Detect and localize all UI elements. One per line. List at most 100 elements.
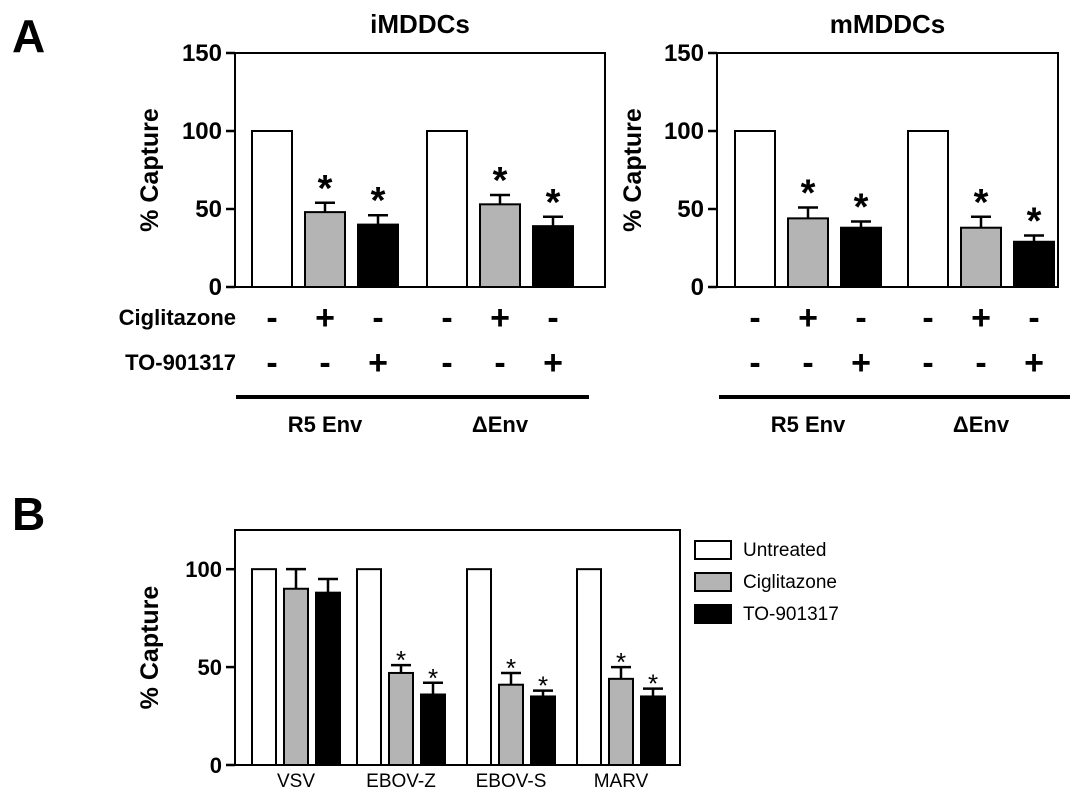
treatment-sign: - [749, 344, 760, 382]
chart-title: mMDDCs [830, 9, 946, 39]
chart-virus-capture: 0 50 100 % Capture * * * * * * VSV EBOV-Z EBOV-S MARV… [136, 529, 839, 792]
treatment-sign: - [266, 299, 277, 337]
treatment-sign: + [971, 299, 991, 337]
bar [426, 130, 468, 288]
bar [1013, 240, 1055, 288]
category-label: EBOV-Z [366, 771, 436, 792]
panel-label-a: A [12, 10, 45, 62]
bar [388, 671, 414, 766]
treatment-sign: - [1028, 299, 1039, 337]
y-axis-label: % Capture [619, 108, 647, 232]
significance-star: * [506, 653, 516, 683]
bar [466, 568, 492, 767]
bar [315, 591, 341, 767]
treatment-sign: - [802, 344, 813, 382]
bar [530, 695, 556, 766]
legend-entry: Untreated [743, 540, 826, 561]
treatment-sign: - [855, 299, 866, 337]
panel-label-b: B [12, 488, 45, 540]
y-tick-label: 0 [210, 753, 222, 778]
bar [283, 587, 309, 766]
bar [498, 683, 524, 766]
significance-star: * [428, 663, 438, 693]
treatment-row-label: TO-901317 [125, 350, 236, 375]
chart-imddcs: 0 50 100 150 % Capture iMDDCs * * * * Ciglitazone -… [119, 9, 606, 437]
y-tick-label: 100 [185, 557, 222, 582]
significance-star: * [1027, 201, 1042, 243]
plot-frame [234, 52, 606, 288]
bar [532, 225, 574, 289]
treatment-sign: - [441, 344, 452, 382]
bar [420, 693, 446, 766]
bar [304, 211, 346, 288]
bar [479, 203, 521, 289]
plot-frame [716, 52, 1059, 288]
plot-frame [234, 529, 681, 766]
y-tick-label: 100 [664, 118, 704, 145]
bar [357, 223, 399, 289]
significance-star: * [493, 160, 508, 202]
treatment-sign: - [441, 299, 452, 337]
bar [787, 217, 829, 288]
legend-entry: TO-901317 [743, 604, 839, 625]
y-tick-label: 50 [198, 655, 222, 680]
bar [960, 226, 1002, 288]
treatment-sign: - [319, 344, 330, 382]
treatment-sign: + [490, 299, 510, 337]
bar [356, 568, 382, 767]
chart-title: iMDDCs [370, 9, 470, 39]
treatment-row-label: Ciglitazone [119, 305, 236, 330]
significance-star: * [974, 182, 989, 224]
significance-star: * [318, 168, 333, 210]
treatment-sign: - [547, 299, 558, 337]
treatment-sign: + [315, 299, 335, 337]
group-label: R5 Env [288, 412, 363, 437]
y-tick-label: 50 [195, 196, 222, 223]
bar [734, 130, 776, 288]
treatment-sign: - [372, 299, 383, 337]
treatment-sign: - [975, 344, 986, 382]
bar [907, 130, 949, 288]
treatment-sign: + [851, 344, 871, 382]
treatment-sign: - [266, 344, 277, 382]
bar [840, 226, 882, 288]
y-tick-label: 150 [182, 40, 222, 67]
y-tick-label: 50 [677, 196, 704, 223]
y-axis-label: % Capture [136, 586, 164, 710]
legend-swatch [694, 540, 732, 560]
y-tick-label: 0 [691, 274, 704, 301]
treatment-sign: + [1024, 344, 1044, 382]
category-label: VSV [277, 771, 315, 792]
treatment-sign: + [368, 344, 388, 382]
category-label: MARV [594, 771, 649, 792]
bar [576, 568, 602, 767]
group-label: ΔEnv [953, 412, 1010, 437]
y-tick-label: 100 [182, 118, 222, 145]
treatment-sign: - [749, 299, 760, 337]
significance-star: * [371, 180, 386, 222]
y-tick-label: 150 [664, 40, 704, 67]
treatment-sign: - [922, 299, 933, 337]
y-tick-label: 0 [209, 274, 222, 301]
bar [608, 677, 634, 766]
treatment-sign: + [798, 299, 818, 337]
treatment-sign: - [922, 344, 933, 382]
significance-star: * [396, 645, 406, 675]
category-label: EBOV-S [476, 771, 547, 792]
bar [251, 130, 293, 288]
treatment-sign: - [494, 344, 505, 382]
significance-star: * [616, 647, 626, 677]
bar [251, 568, 277, 767]
y-axis-label: % Capture [136, 108, 164, 232]
treatment-sign: + [543, 344, 563, 382]
legend-swatch [694, 572, 732, 592]
bar [640, 695, 666, 766]
group-label: ΔEnv [472, 412, 529, 437]
significance-star: * [546, 182, 561, 224]
significance-star: * [648, 669, 658, 699]
legend-entry: Ciglitazone [743, 572, 837, 593]
group-label: R5 Env [771, 412, 846, 437]
significance-star: * [854, 186, 869, 228]
